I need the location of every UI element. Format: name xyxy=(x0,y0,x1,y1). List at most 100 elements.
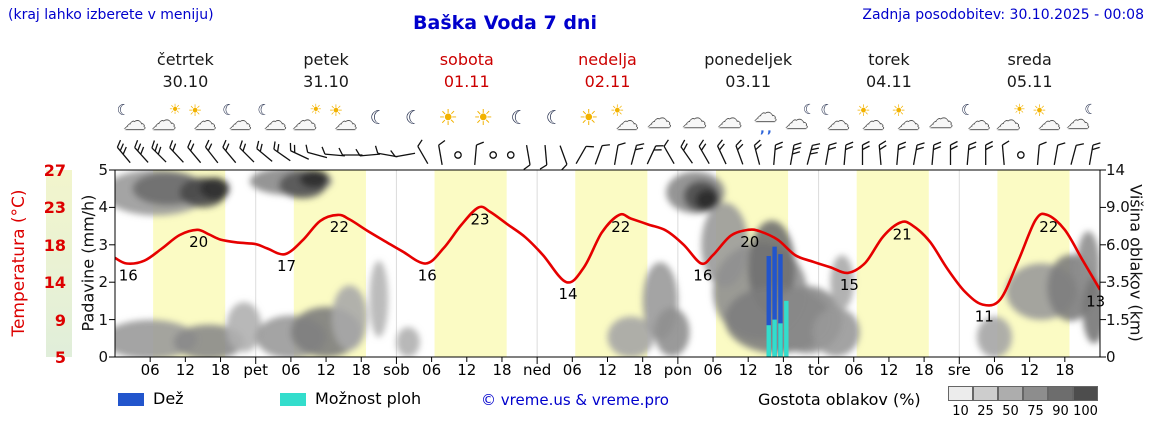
day-name: nedelja xyxy=(578,50,637,69)
density-tick-90: 90 xyxy=(1052,404,1069,419)
sun-glyph: ☀ xyxy=(187,101,203,120)
day-name: sreda xyxy=(1007,50,1052,69)
day-date: 05.11 xyxy=(1006,72,1053,91)
moon-cloud-icon: ☾ ☁ xyxy=(220,103,256,137)
day-date: 31.10 xyxy=(303,72,349,91)
sun-cloud-icon: ☀ ☁ xyxy=(1029,103,1065,137)
cloud-moon-icon: ☾ ☁ xyxy=(1064,103,1100,137)
svg-text:22: 22 xyxy=(611,218,630,236)
sun-icon: ☀ xyxy=(572,103,608,137)
day-name: petek xyxy=(303,50,349,69)
cloud-tick-3.5: 3.5 xyxy=(1106,273,1130,292)
hour-label: 18 xyxy=(210,361,231,379)
rain-bars xyxy=(766,246,783,357)
rain-cloud-icon: ☁ ‚‚ xyxy=(748,103,784,137)
moon-glyph: ☾ xyxy=(545,107,563,129)
cloud-glyph: ☁ xyxy=(647,105,672,133)
cloud-tick-0: 0 xyxy=(1106,348,1116,366)
cloud-moon-icon: ☾ ☁ xyxy=(783,103,819,137)
cloud-icon: ☁ xyxy=(924,103,960,137)
cloud-glyph: ☁ xyxy=(682,105,707,133)
svg-text:23: 23 xyxy=(471,210,490,228)
density-box-10 xyxy=(948,386,973,401)
cloud-glyph: ☁ xyxy=(785,108,808,134)
density-box-100 xyxy=(1073,386,1098,401)
hour-label: 12 xyxy=(1020,361,1040,379)
cloud-glyph: ☁ xyxy=(967,110,990,135)
cloud-glyph: ☁ xyxy=(193,110,216,135)
moon-glyph: ☾ xyxy=(257,101,271,119)
hour-label: 12 xyxy=(316,361,336,379)
hour-label: 06 xyxy=(562,361,582,379)
cloud-glyph: ☁ xyxy=(1066,108,1090,134)
hour-label: 06 xyxy=(703,361,723,379)
day-abbr-tor: tor xyxy=(807,361,830,379)
density-box-50 xyxy=(998,386,1023,401)
hour-label: 06 xyxy=(422,361,442,379)
cloud-tick-1.5: 1.5 xyxy=(1106,310,1130,329)
page-title: Baška Voda 7 dni xyxy=(413,12,597,34)
last-update-text: Zadnja posodobitev: 30.10.2025 - 00:08 xyxy=(862,7,1144,23)
menu-hint: (kraj lahko izberete v meniju) xyxy=(8,7,214,23)
day-header-četrtek: četrtek 30.10 xyxy=(115,50,256,91)
day-header-nedelja: nedelja 02.11 xyxy=(537,50,678,91)
svg-text:11: 11 xyxy=(975,308,994,326)
cloud-tick-14: 14 xyxy=(1106,161,1126,179)
moon-glyph: ☾ xyxy=(960,101,975,119)
day-date: 04.11 xyxy=(866,72,912,91)
copyright-link[interactable]: © vreme.us & vreme.pro xyxy=(481,391,669,409)
temp-tick-27: 27 xyxy=(43,161,66,180)
showers-legend-label: Možnost ploh xyxy=(315,389,422,408)
svg-text:20: 20 xyxy=(740,233,759,251)
sun-glyph: ☀ xyxy=(1013,102,1026,118)
rain-legend-label: Dež xyxy=(153,389,184,408)
moon-glyph: ☾ xyxy=(222,101,236,119)
precip-tick-2: 2 xyxy=(98,273,108,292)
drops-glyph: ‚‚ xyxy=(759,122,774,137)
moon-icon: ☾ xyxy=(361,103,397,137)
hour-label: 18 xyxy=(1055,361,1075,379)
precip-tick-0: 0 xyxy=(98,348,108,366)
moon-glyph: ☾ xyxy=(820,101,834,119)
hour-label: 18 xyxy=(633,361,653,379)
moon-cloud-icon: ☾ ☁ xyxy=(959,103,995,137)
sun-glyph: ☀ xyxy=(891,101,906,120)
sun-cloud-icon: ☀ ☁ xyxy=(326,103,362,137)
moon-icon: ☾ xyxy=(502,103,538,137)
sun-glyph: ☀ xyxy=(578,106,599,131)
svg-text:17: 17 xyxy=(277,257,296,275)
cloud-sun-icon: ☀ ☁ xyxy=(994,103,1030,137)
wind-barbs xyxy=(116,139,1101,171)
hour-label: 18 xyxy=(351,361,371,379)
temp-tick-14: 14 xyxy=(43,273,66,293)
sun-glyph: ☀ xyxy=(438,106,458,131)
sun-glyph: ☀ xyxy=(610,101,625,120)
precip-tick-4: 4 xyxy=(98,198,108,217)
day-abbr-pon: pon xyxy=(663,361,692,379)
hour-label: 06 xyxy=(281,361,301,379)
sun-icon: ☀ xyxy=(466,103,502,137)
day-name: ponedeljek xyxy=(704,50,793,69)
day-header-sobota: sobota 01.11 xyxy=(396,50,537,91)
hour-label: 12 xyxy=(175,361,195,379)
shower-bars xyxy=(766,300,789,357)
day-header-ponedeljek: ponedeljek 03.11 xyxy=(678,50,819,91)
day-date: 03.11 xyxy=(725,72,772,91)
temperature-scale-strip xyxy=(46,170,72,357)
svg-text:22: 22 xyxy=(330,218,349,236)
cloud-glyph: ☁ xyxy=(151,107,176,135)
temp-tick-18: 18 xyxy=(43,235,66,255)
moon-cloud-icon: ☾ ☁ xyxy=(818,103,854,137)
precip-tick-3: 3 xyxy=(98,235,108,254)
cloud-glyph: ☁ xyxy=(996,107,1021,135)
sun-cloud-icon: ☀ ☁ xyxy=(853,103,889,137)
moon-glyph: ☾ xyxy=(803,102,816,118)
svg-text:15: 15 xyxy=(840,276,859,294)
cloud-tick-6.0: 6.0 xyxy=(1106,235,1130,254)
svg-text:14: 14 xyxy=(558,285,577,303)
cloud-glyph: ☁ xyxy=(862,110,885,135)
moon-glyph: ☾ xyxy=(405,107,423,129)
density-box-75 xyxy=(1023,386,1048,401)
svg-text:21: 21 xyxy=(893,225,912,243)
cloud-glyph: ☁ xyxy=(928,105,953,133)
